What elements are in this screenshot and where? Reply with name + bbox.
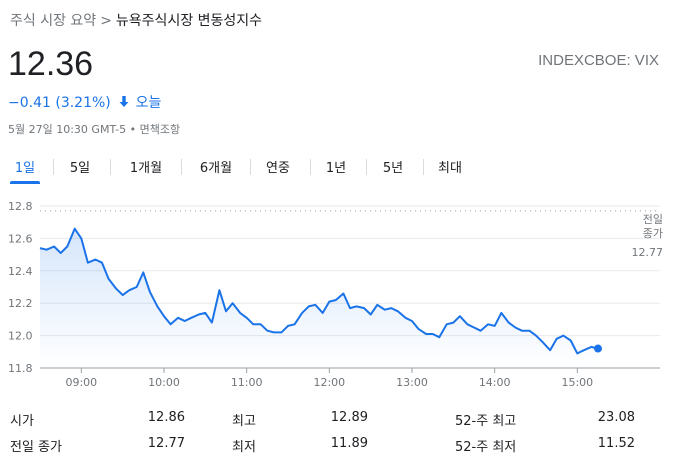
tab-divider: [366, 159, 367, 175]
tab-divider: [53, 159, 54, 175]
y-tick-label: 12.6: [8, 232, 33, 245]
change-period: 오늘: [135, 95, 162, 111]
stats-row-2: 전일 종가 12.77 최저 11.89 52-주 최저 11.52: [0, 436, 685, 458]
stat-open-label: 시가: [10, 414, 34, 429]
stat-high-value: 12.89: [330, 410, 368, 425]
x-tick-label: 13:00: [396, 376, 428, 389]
prev-close-label: 전일: [643, 212, 663, 226]
ticker-symbol: INDEXCBOE: VIX: [538, 52, 659, 69]
tab-ytd[interactable]: 연중: [266, 160, 290, 176]
breadcrumb-current: 뉴욕주식시장 변동성지수: [115, 13, 263, 29]
tab-divider: [250, 159, 251, 175]
stat-low-value: 11.89: [330, 436, 368, 451]
stat-52w-low-value: 11.52: [597, 436, 635, 451]
timestamp-disclaimer[interactable]: 5월 27일 10:30 GMT-5 • 면책조항: [8, 123, 181, 136]
tab-divider: [423, 159, 424, 175]
x-tick-label: 15:00: [561, 376, 593, 389]
stat-low-label: 최저: [232, 440, 256, 455]
y-axis: 12.8 12.6 12.4 12.2 12.0 11.8: [8, 200, 33, 375]
price-change: −0.41 (3.21%) 오늘: [8, 92, 161, 112]
tab-1d[interactable]: 1일: [10, 150, 40, 184]
breadcrumb-parent-link[interactable]: 주식 시장 요약: [10, 13, 97, 29]
x-tick-label: 10:00: [148, 376, 180, 389]
tab-max[interactable]: 최대: [438, 160, 462, 176]
range-tabs: 1일 5일 1개월 6개월 연중 1년 5년 최대: [0, 150, 685, 184]
x-tick-label: 12:00: [313, 376, 345, 389]
prev-close-label-2: 종가: [643, 227, 663, 240]
stat-52w-high-value: 23.08: [597, 410, 635, 425]
stat-52w-low-label: 52-주 최저: [455, 440, 517, 455]
current-point-dot: [594, 344, 602, 353]
x-axis: 09:00 10:00 11:00 12:00 13:00 14:00 15:00: [65, 368, 593, 389]
price-chart[interactable]: 12.8 12.6 12.4 12.2 12.0 11.8 09:00 10:00 11:00…: [0, 192, 685, 392]
x-tick-label: 11:00: [231, 376, 263, 389]
stat-open-value: 12.86: [147, 410, 185, 425]
tab-6m[interactable]: 6개월: [199, 160, 233, 176]
breadcrumb-separator: >: [100, 13, 112, 29]
y-tick-label: 12.0: [8, 330, 33, 343]
stat-high-label: 최고: [232, 414, 256, 429]
x-tick-label: 14:00: [479, 376, 511, 389]
tab-divider: [310, 159, 311, 175]
y-tick-label: 11.8: [8, 362, 33, 375]
y-tick-label: 12.8: [8, 200, 33, 213]
arrow-down-icon: [119, 95, 129, 111]
prev-close-value: 12.77: [632, 246, 664, 259]
stat-prev-close-value: 12.77: [147, 436, 185, 451]
tab-divider: [181, 159, 182, 175]
stats-row-1: 시가 12.86 최고 12.89 52-주 최고 23.08: [0, 410, 685, 432]
breadcrumb: 주식 시장 요약 > 뉴욕주식시장 변동성지수: [10, 10, 262, 30]
price-area-fill: [40, 228, 598, 368]
tab-divider: [110, 159, 111, 175]
tab-1y[interactable]: 1년: [325, 160, 347, 176]
y-tick-label: 12.2: [8, 297, 33, 310]
tab-5y[interactable]: 5년: [382, 160, 404, 176]
x-tick-label: 09:00: [65, 376, 97, 389]
y-tick-label: 12.4: [8, 265, 33, 278]
change-value: −0.41 (3.21%): [8, 95, 111, 111]
current-price: 12.36: [8, 45, 94, 83]
stat-prev-close-label: 전일 종가: [10, 440, 62, 455]
price-line: [39, 227, 599, 355]
tab-5d[interactable]: 5일: [69, 160, 91, 176]
tab-1m[interactable]: 1개월: [129, 160, 163, 176]
stat-52w-high-label: 52-주 최고: [455, 414, 517, 429]
